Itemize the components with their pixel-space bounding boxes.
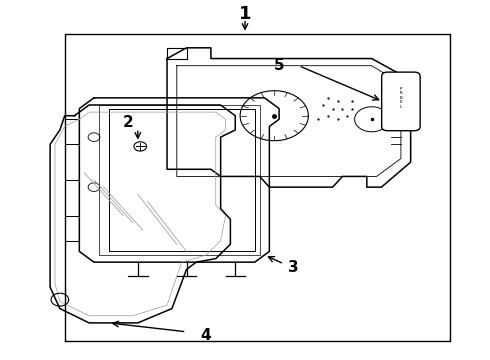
Text: 2: 2 <box>122 115 133 130</box>
Text: 5: 5 <box>274 58 284 73</box>
Text: 1: 1 <box>239 5 251 23</box>
Text: 3: 3 <box>289 260 299 275</box>
Text: P
R
N
D
L: P R N D L <box>400 87 402 109</box>
Text: 4: 4 <box>201 328 211 343</box>
FancyBboxPatch shape <box>382 72 420 131</box>
